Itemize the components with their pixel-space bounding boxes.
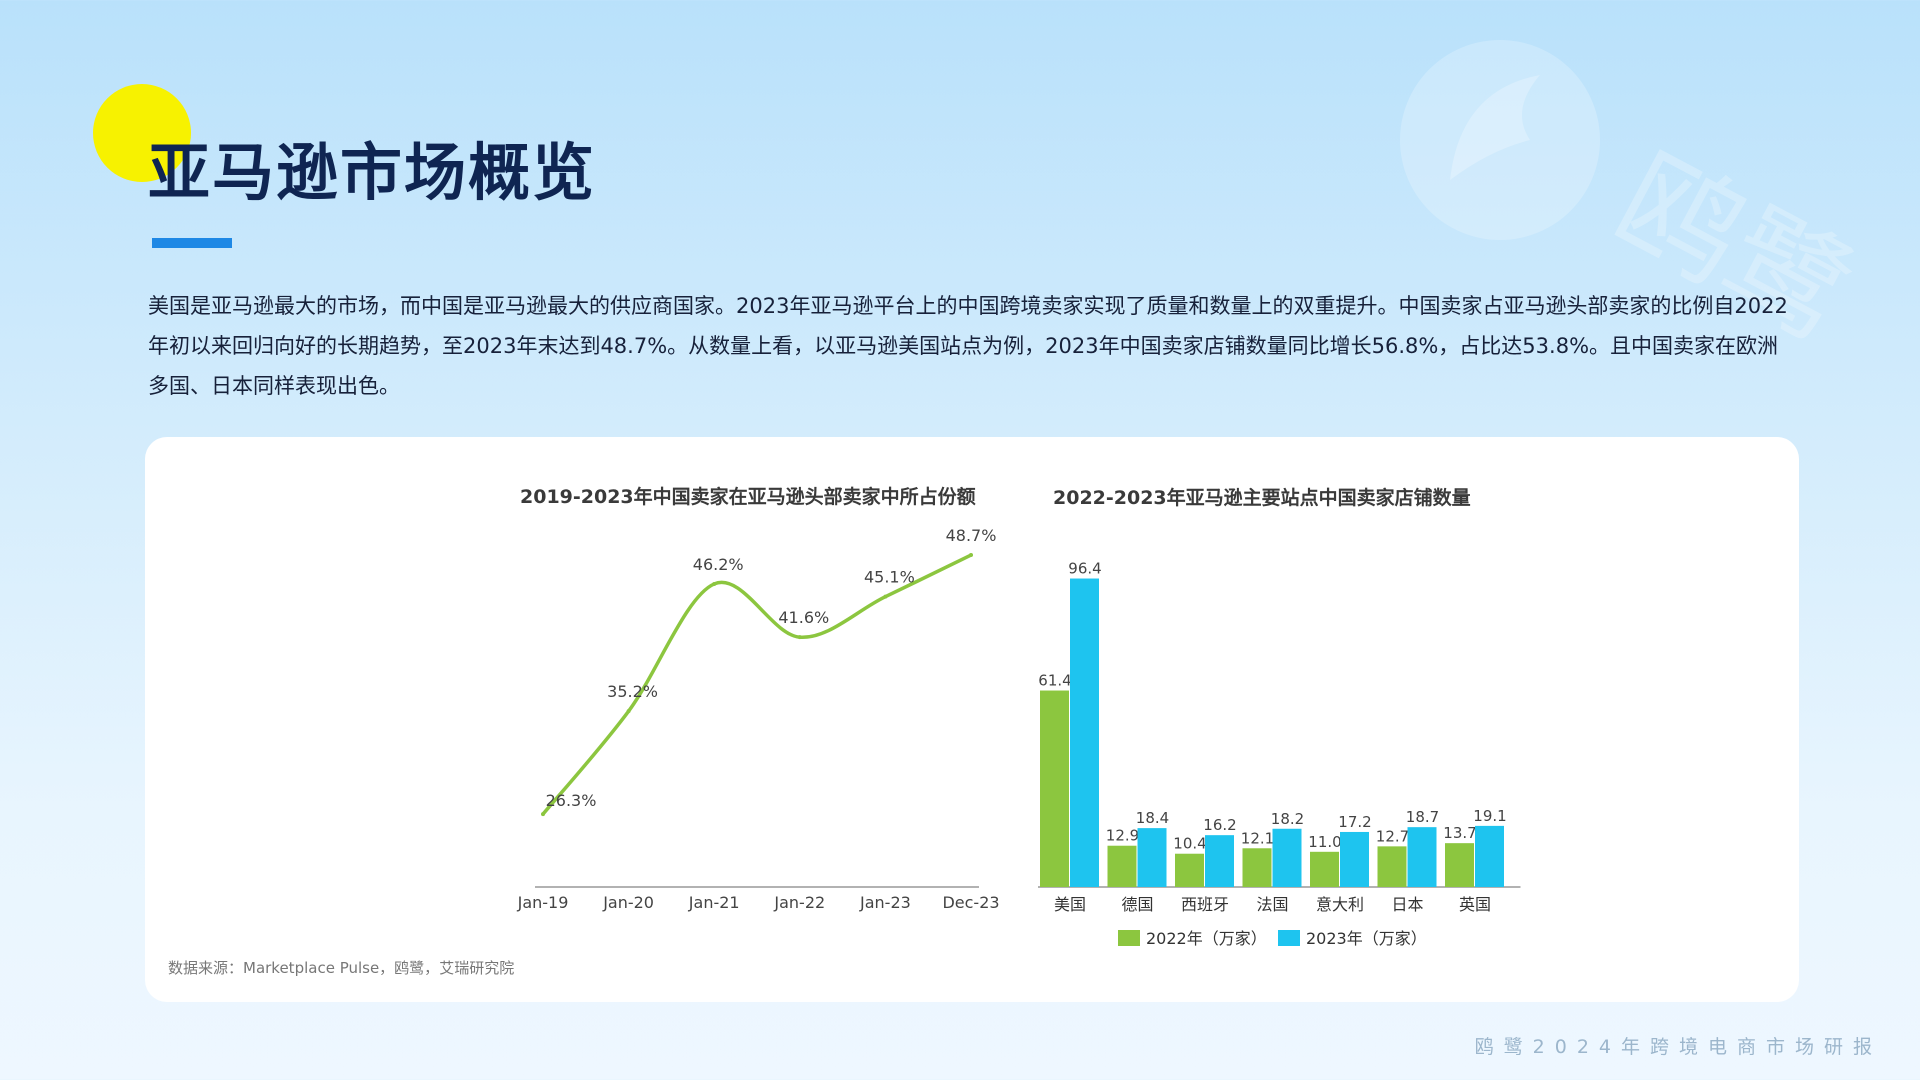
data-source-note: 数据来源：Marketplace Pulse，鸥鹭，艾瑞研究院 — [168, 959, 515, 977]
brand-watermark: 鸥鹭 — [1400, 40, 1872, 360]
charts-card — [145, 437, 1799, 1002]
title-underline — [152, 238, 232, 248]
decorative-yellow-dot — [93, 84, 191, 182]
intro-paragraph: 美国是亚马逊最大的市场，而中国是亚马逊最大的供应商国家。2023年亚马逊平台上的… — [148, 294, 1788, 398]
line-chart-title: 2019-2023年中国卖家在亚马逊头部卖家中所占份额 — [520, 486, 976, 508]
page-title: 亚马逊市场概览 — [148, 136, 597, 209]
footer-report-name: 鸥鹭2024年跨境电商市场研报 — [1474, 1036, 1882, 1058]
bar-chart-title: 2022-2023年亚马逊主要站点中国卖家店铺数量 — [1053, 487, 1471, 509]
